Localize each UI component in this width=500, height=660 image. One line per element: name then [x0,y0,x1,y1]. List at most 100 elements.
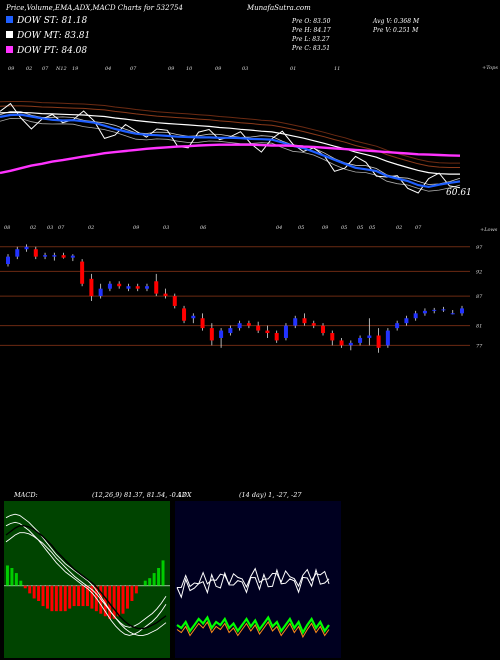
adx-label: ADX [176,491,192,499]
candle-body [358,337,363,343]
macd-histogram-bar [86,585,89,607]
top-tick-label: 03 [242,66,248,72]
candle-body [441,309,446,311]
candle-body [283,325,288,338]
prev-stats: Pre O: 83.50 Pre H: 84.17 Pre L: 83.27 P… [291,18,420,52]
top-tick-label: 07 [130,66,137,72]
macd-histogram-bar [152,573,156,586]
top-tick-label: N12 [55,66,67,72]
ema-mt-line [0,111,460,175]
macd-histogram-bar [130,585,134,601]
candle-body [61,255,66,258]
chart-title: Price,Volume,EMA,ADX,MACD Charts for 532… [5,4,183,12]
bottom-tick-label: 02 [30,225,36,231]
top-tick-label: 09 [8,66,15,72]
adx-white-line [176,568,330,599]
candle-body [163,293,168,297]
avg-volume: Avg V: 0.368 M [372,18,420,25]
price-level-label: 87 [476,294,483,300]
candle-body [15,249,20,257]
macd-histogram-bar [54,585,58,612]
candle-body [98,288,103,297]
top-tick-label: 09 [215,66,222,72]
candle-body [228,328,233,334]
macd-histogram-bar [112,585,116,619]
candle-body [432,309,437,311]
top-tick-label: 02 [26,66,32,72]
candles [6,244,464,353]
candle-body [302,318,307,324]
bottom-tick-label: 03 [163,225,169,231]
macd-signal-line [5,525,167,630]
macd-histogram-bar [14,573,18,586]
adx-params: (14 day) 1, -27, -27 [239,491,302,499]
bottom-tick-label: 05 [341,225,347,231]
candle-body [70,255,75,258]
macd-signal-line [5,532,167,636]
candle-body [172,296,177,306]
ema-st-line [0,113,461,189]
macd-histogram-bar [19,580,23,586]
pre-volume: Pre V: 0.251 M [372,27,419,34]
top-tick-label: 19 [72,66,79,72]
candle-body [43,255,48,257]
price-level-label: 92 [476,269,482,275]
candle-body [237,323,242,329]
candle-body [89,278,94,297]
macd-histogram-bar [103,585,107,617]
macd-histogram-bar [77,585,81,607]
candle-body [395,323,400,329]
ema-brown-line [0,101,460,164]
adx-panel: ADX (14 day) 1, -27, -27 [175,491,341,658]
macd-histogram-bar [68,585,72,609]
legend: DOW ST: 81.18 DOW MT: 83.81 DOW PT: 84.0… [6,16,90,56]
legend-swatch-pt [6,46,13,53]
macd-histogram-bar [41,585,45,607]
price-label: 60.61 [446,188,472,198]
candle-body [126,286,131,289]
candle-body [422,310,427,314]
top-tick-labels: 09 02 07 N12 19 04 07 09 10 09 03 01 11 [8,66,340,72]
macd-histogram-bar [90,585,94,609]
macd-histogram-bar [37,585,41,601]
candle-body [376,335,381,348]
pre-close: Pre C: 83.51 [291,45,330,52]
pre-low: Pre L: 83.27 [291,36,330,43]
bottom-tick-label: 02 [88,225,94,231]
candle-body [311,323,316,326]
macd-histogram-bar [6,565,9,586]
candle-body [6,256,10,265]
ema-mt-shadow-line [0,117,461,192]
bottom-tick-label: 07 [415,225,422,231]
bottom-tick-label: 08 [4,225,10,231]
site-name: MunafaSutra.com [246,4,311,12]
price-level-label: 77 [476,343,483,349]
top-tick-label: 04 [105,66,111,72]
pre-open: Pre O: 83.50 [291,18,331,25]
candle-body [117,283,122,287]
macd-histogram-bar [157,568,161,586]
top-tick-label: 01 [290,66,296,72]
bottom-tick-label: 05 [369,225,375,231]
bottom-tick-label: 05 [357,225,363,231]
price-level-label: 97 [476,245,483,251]
candle-body [33,249,38,257]
candle-body [144,286,149,289]
bottom-tick-label: 09 [322,225,329,231]
bottom-tick-label: 06 [200,225,207,231]
candle-body [182,308,187,321]
macd-histogram-bar [148,578,152,586]
adx-plot [176,567,330,639]
bottom-tick-label: 09 [133,225,140,231]
candle-body [367,335,372,338]
candle-body [24,246,29,250]
candle-body [135,286,140,289]
price-levels: 97 92 87 81 77 [0,245,483,349]
adx-di-plus-line [176,615,330,635]
macd-histogram-bar [81,585,85,607]
bottom-tick-label: 03 [47,225,53,231]
candle-body [246,323,251,326]
candle-body [209,328,214,341]
ema-brown-line [0,105,460,168]
lows-label: +Lows [480,227,498,233]
